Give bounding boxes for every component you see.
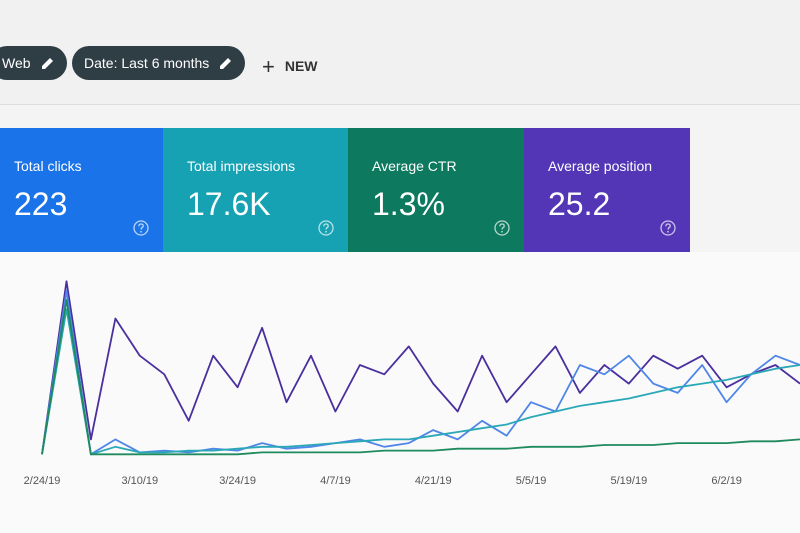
x-tick-label: 2/24/19 <box>24 475 61 487</box>
metric-card[interactable]: Total clicks 223 <box>0 128 163 252</box>
metric-label: Total impressions <box>187 158 296 174</box>
metric-value: 223 <box>14 186 68 222</box>
plus-icon: + <box>262 54 275 79</box>
filter-chip[interactable]: Web <box>0 46 67 80</box>
performance-chart: 2/24/19 3/10/19 3/24/19 4/7/19 4/21/19 5/5/19… <box>0 252 800 533</box>
x-tick-label: 6/2/19 <box>711 475 742 487</box>
metric-label: Total clicks <box>14 158 82 174</box>
edit-icon <box>41 58 53 69</box>
new-button[interactable]: + NEW <box>262 54 318 80</box>
metric-label: Average CTR <box>372 158 457 174</box>
filter-label: Date: Last 6 months <box>84 55 210 71</box>
help-icon <box>660 220 676 236</box>
new-label: NEW <box>284 58 318 74</box>
x-tick-label: 4/21/19 <box>415 475 452 487</box>
metric-value: 1.3% <box>372 186 445 222</box>
metric-value: 17.6K <box>187 186 271 222</box>
x-tick-label: 5/19/19 <box>610 475 647 487</box>
help-icon <box>494 220 510 236</box>
help-icon <box>318 220 334 236</box>
filter-chip[interactable]: Date: Last 6 months <box>72 46 246 80</box>
x-tick-label: 3/24/19 <box>219 475 256 487</box>
series-line <box>41 299 800 456</box>
x-tick-label: 4/7/19 <box>320 475 351 487</box>
chart-background <box>0 252 800 533</box>
metric-card[interactable]: Average position 25.2 <box>524 128 690 252</box>
edit-icon <box>220 58 232 69</box>
series-line <box>41 308 800 456</box>
metric-label: Average position <box>548 158 653 174</box>
series-line <box>41 280 800 455</box>
x-tick-label: 3/10/19 <box>121 475 158 487</box>
toolbar: Web Date: Last 6 months + NEW <box>0 0 800 105</box>
filter-label: Web <box>2 55 31 71</box>
metric-value: 25.2 <box>548 186 611 222</box>
series-line <box>41 289 800 456</box>
metric-card[interactable]: Total impressions 17.6K <box>163 128 348 252</box>
metric-card[interactable]: Average CTR 1.3% <box>348 128 524 252</box>
x-tick-label: 5/5/19 <box>516 475 547 487</box>
help-icon <box>133 220 149 236</box>
